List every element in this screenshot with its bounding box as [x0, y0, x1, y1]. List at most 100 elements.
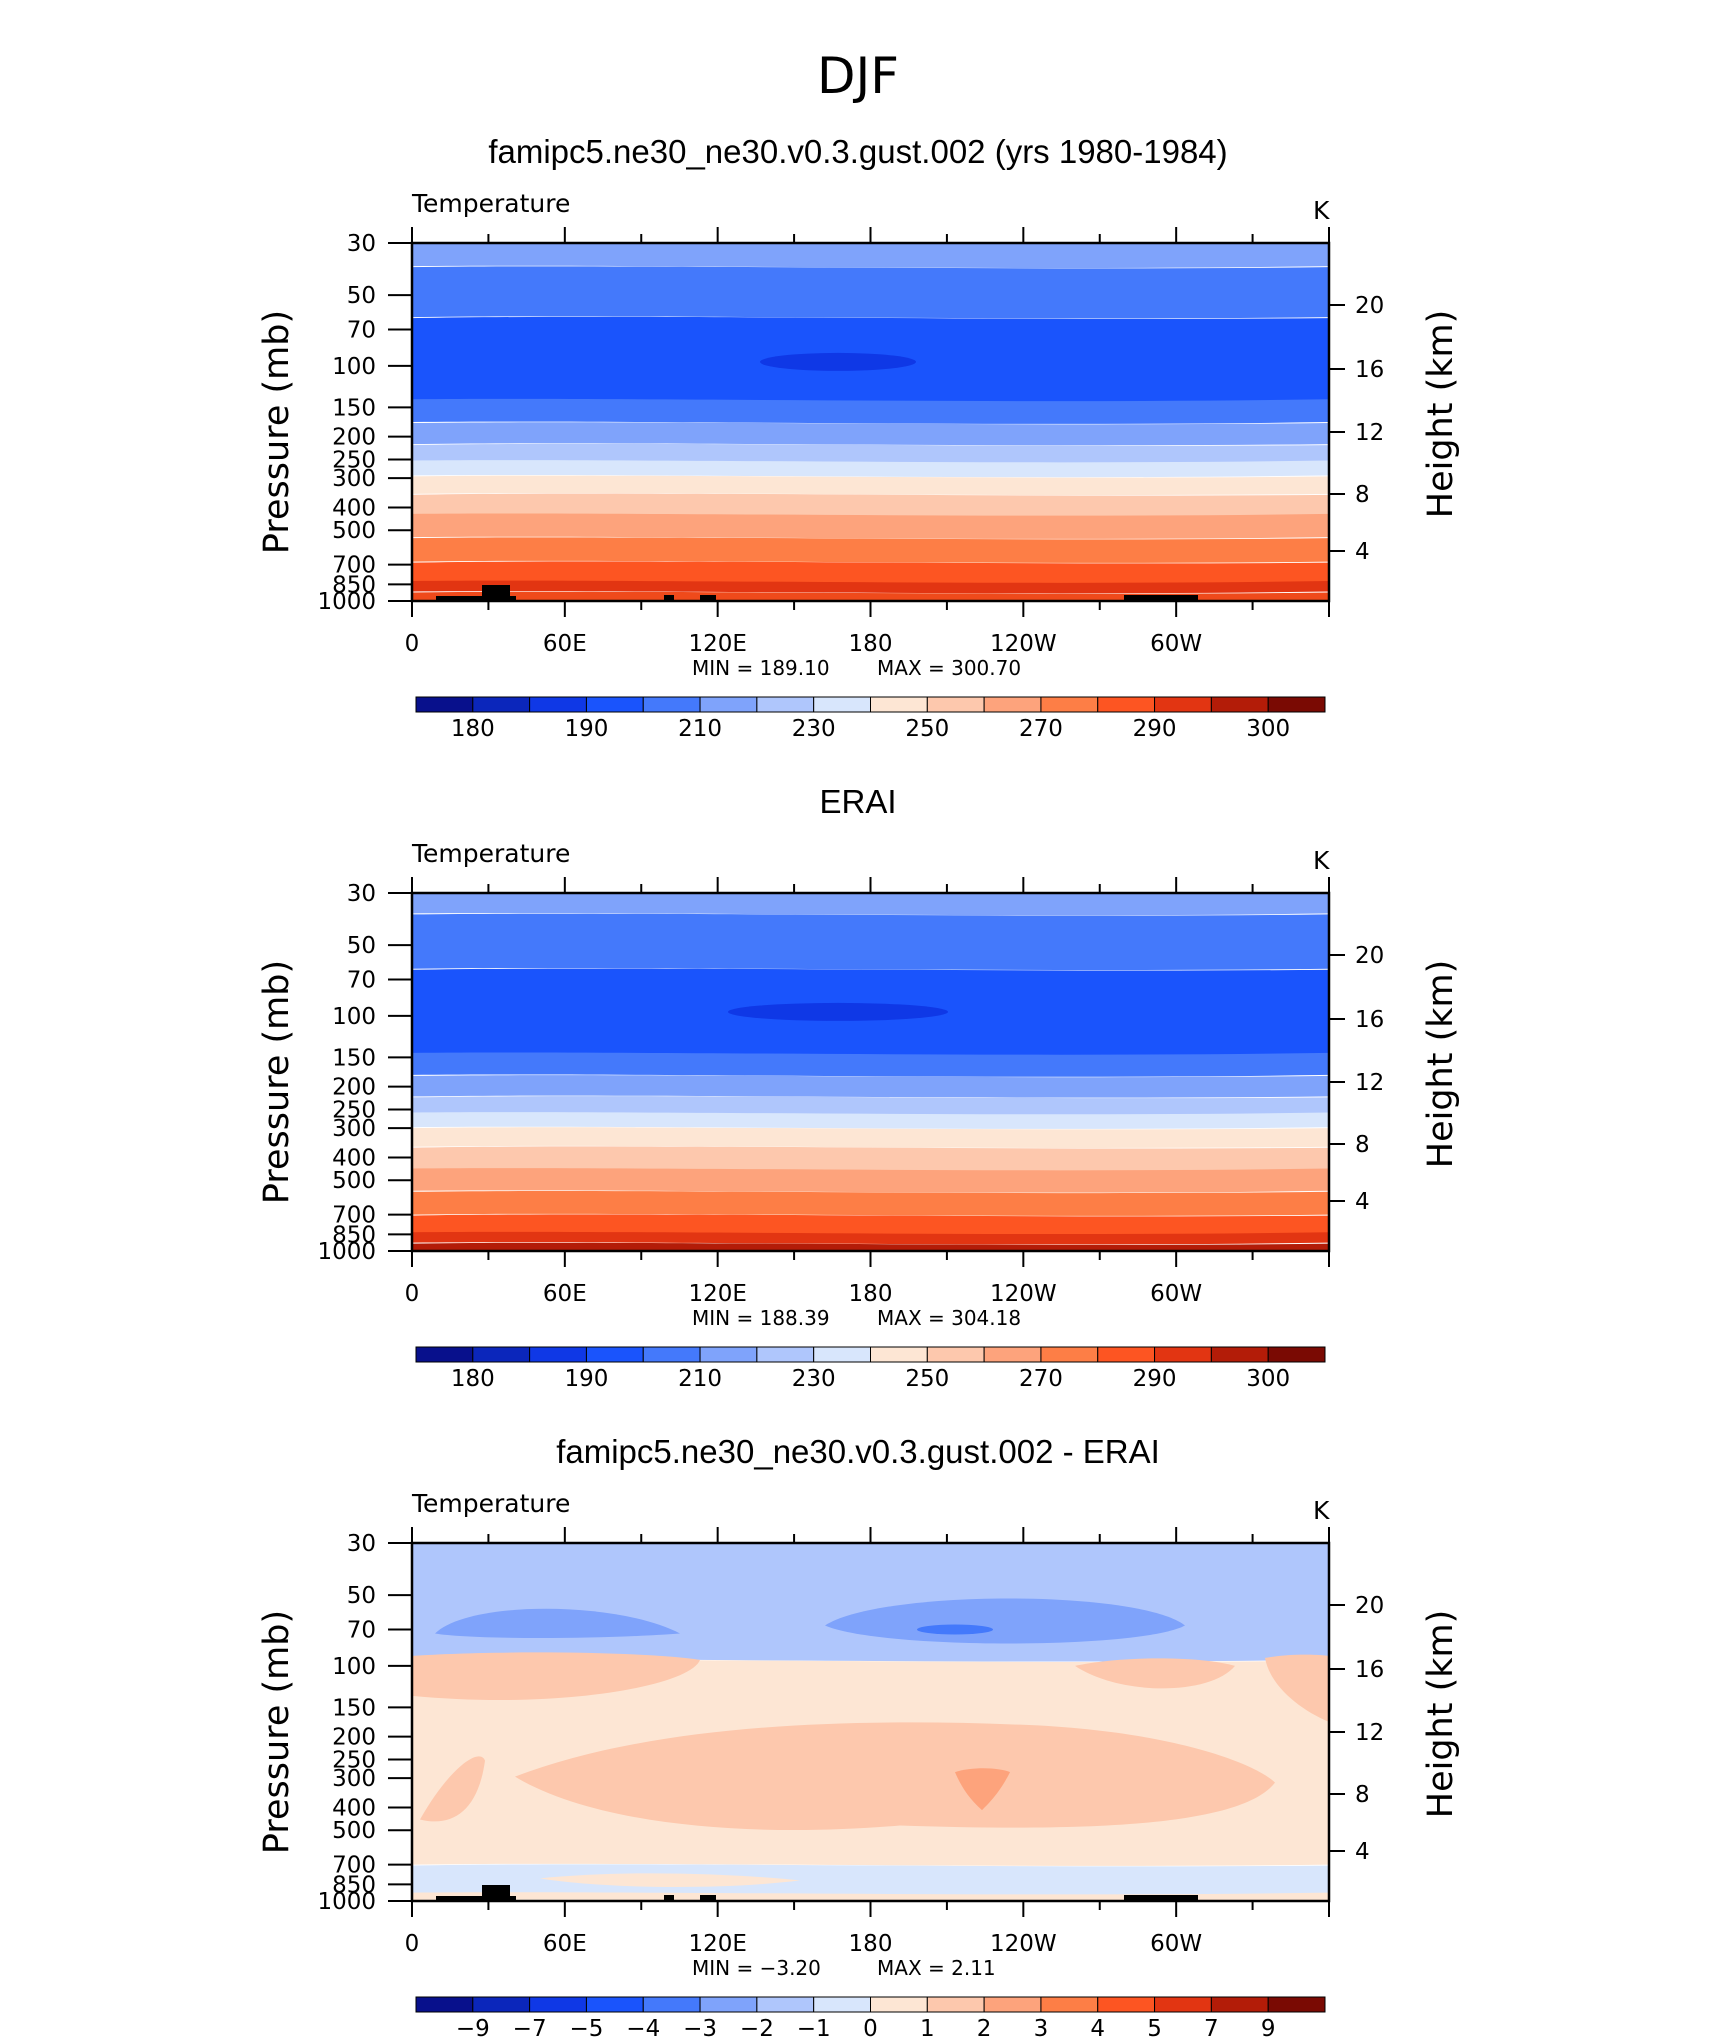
colorbar-box — [529, 696, 587, 713]
contour-field — [412, 1543, 1329, 1901]
y-tick-label: 100 — [332, 1654, 376, 1680]
x-tick-label: 180 — [849, 1931, 893, 1957]
colorbar-label: 3 — [1034, 2016, 1049, 2038]
max-label: MAX = 304.18 — [877, 1306, 1021, 1330]
colorbar-label: 7 — [1204, 2016, 1219, 2038]
colorbar-box — [529, 1346, 587, 1363]
colorbar-label: 230 — [792, 716, 836, 742]
colorbar-box — [642, 1996, 701, 2013]
y-tick-label: 50 — [347, 283, 376, 309]
y-tick-label: 1000 — [317, 1889, 376, 1915]
colorbar-label: 210 — [678, 1366, 722, 1392]
colorbar-box — [1097, 696, 1156, 713]
colorbar-box — [642, 1346, 701, 1363]
min-label: MIN = −3.20 — [692, 1956, 821, 1980]
topography — [482, 585, 510, 601]
colorbar-box — [415, 1346, 474, 1363]
colorbar-box — [756, 1996, 815, 2013]
y-right-tick-label: 20 — [1355, 293, 1384, 319]
y-tick-label: 1000 — [317, 1239, 376, 1265]
colorbar-label: −2 — [740, 2016, 774, 2038]
colorbar-box — [983, 696, 1042, 713]
y-tick-label: 150 — [332, 395, 376, 421]
y-tick-label: 50 — [347, 1583, 376, 1609]
contour-band — [412, 1052, 1329, 1077]
colorbar-box — [983, 1346, 1042, 1363]
y-tick-label: 150 — [332, 1045, 376, 1071]
cold-core — [728, 1002, 948, 1021]
colorbar-box — [585, 696, 644, 713]
colorbar-box — [1040, 1996, 1099, 2013]
colorbar-box — [1097, 1346, 1156, 1363]
y-tick-label: 250 — [332, 1747, 376, 1773]
colorbar-box — [472, 1996, 531, 2013]
colorbar-label: 180 — [451, 1366, 495, 1392]
colorbar-label: 190 — [564, 1366, 608, 1392]
negative-core — [917, 1624, 993, 1635]
y-tick-label: 300 — [332, 466, 376, 492]
x-tick-label: 60W — [1150, 1931, 1202, 1957]
y-tick-label: 250 — [332, 1097, 376, 1123]
variable-label: Temperature — [411, 189, 570, 218]
colorbar-label: 180 — [451, 716, 495, 742]
y-tick-label: 500 — [332, 1818, 376, 1844]
x-tick-label: 0 — [405, 1281, 420, 1307]
colorbar-label: 270 — [1019, 1366, 1063, 1392]
y-tick-label: 50 — [347, 933, 376, 959]
contour-field — [412, 893, 1329, 1251]
y-tick-label: 200 — [332, 1725, 376, 1751]
topography — [700, 1895, 716, 1901]
colorbar-box — [1210, 696, 1269, 713]
colorbar-box — [1267, 1346, 1326, 1363]
y-axis-label: Pressure (mb) — [257, 960, 297, 1204]
colorbar-label: −7 — [513, 2016, 547, 2038]
units-label: K — [1313, 846, 1330, 875]
positive-blob — [420, 1756, 485, 1822]
x-tick-label: 60W — [1150, 1281, 1202, 1307]
colorbar-box — [699, 1996, 758, 2013]
y-right-tick-label: 20 — [1355, 943, 1384, 969]
y-tick-label: 700 — [332, 1853, 376, 1879]
contour-band — [412, 1168, 1329, 1193]
topography — [482, 1885, 510, 1901]
contour-band — [412, 1191, 1329, 1216]
panel-title: ERAI — [819, 783, 896, 820]
y-axis-label: Pressure (mb) — [257, 1610, 297, 1854]
y-tick-label: 30 — [347, 231, 376, 257]
colorbar-label: −3 — [683, 2016, 717, 2038]
x-tick-label: 60W — [1150, 631, 1202, 657]
x-tick-label: 60E — [543, 631, 587, 657]
contour-band — [412, 580, 1329, 594]
colorbar-label: 5 — [1147, 2016, 1162, 2038]
colorbar-label: −1 — [797, 2016, 831, 2038]
colorbar-label: −9 — [456, 2016, 490, 2038]
colorbar-box — [1210, 1996, 1269, 2013]
colorbar-label: 4 — [1090, 2016, 1105, 2038]
y-right-tick-label: 16 — [1355, 1657, 1384, 1683]
colorbar-label: −5 — [569, 2016, 603, 2038]
x-tick-label: 180 — [849, 1281, 893, 1307]
colorbar-box — [585, 1346, 644, 1363]
panel-title: famipc5.ne30_ne30.v0.3.gust.002 - ERAI — [556, 1433, 1160, 1470]
y-tick-label: 70 — [347, 1618, 376, 1644]
units-label: K — [1313, 1496, 1330, 1525]
min-label: MIN = 189.10 — [692, 656, 830, 680]
y-right-tick-label: 12 — [1355, 1070, 1384, 1096]
y-tick-label: 300 — [332, 1766, 376, 1792]
y-right-tick-label: 16 — [1355, 1007, 1384, 1033]
colorbar-box — [1097, 1996, 1156, 2013]
contour-band — [412, 561, 1329, 584]
y-tick-label: 300 — [332, 1116, 376, 1142]
colorbar-label: −4 — [626, 2016, 660, 2038]
contour-band — [412, 243, 1329, 268]
contour-band — [412, 913, 1329, 971]
contour-band — [412, 493, 1329, 517]
contour-band — [412, 893, 1329, 916]
topography — [436, 596, 516, 601]
y-right-tick-label: 8 — [1355, 1132, 1370, 1158]
cold-core — [760, 352, 916, 371]
topography — [700, 595, 716, 601]
contour-band — [412, 398, 1329, 424]
colorbar-box — [870, 696, 928, 713]
x-tick-label: 180 — [849, 631, 893, 657]
